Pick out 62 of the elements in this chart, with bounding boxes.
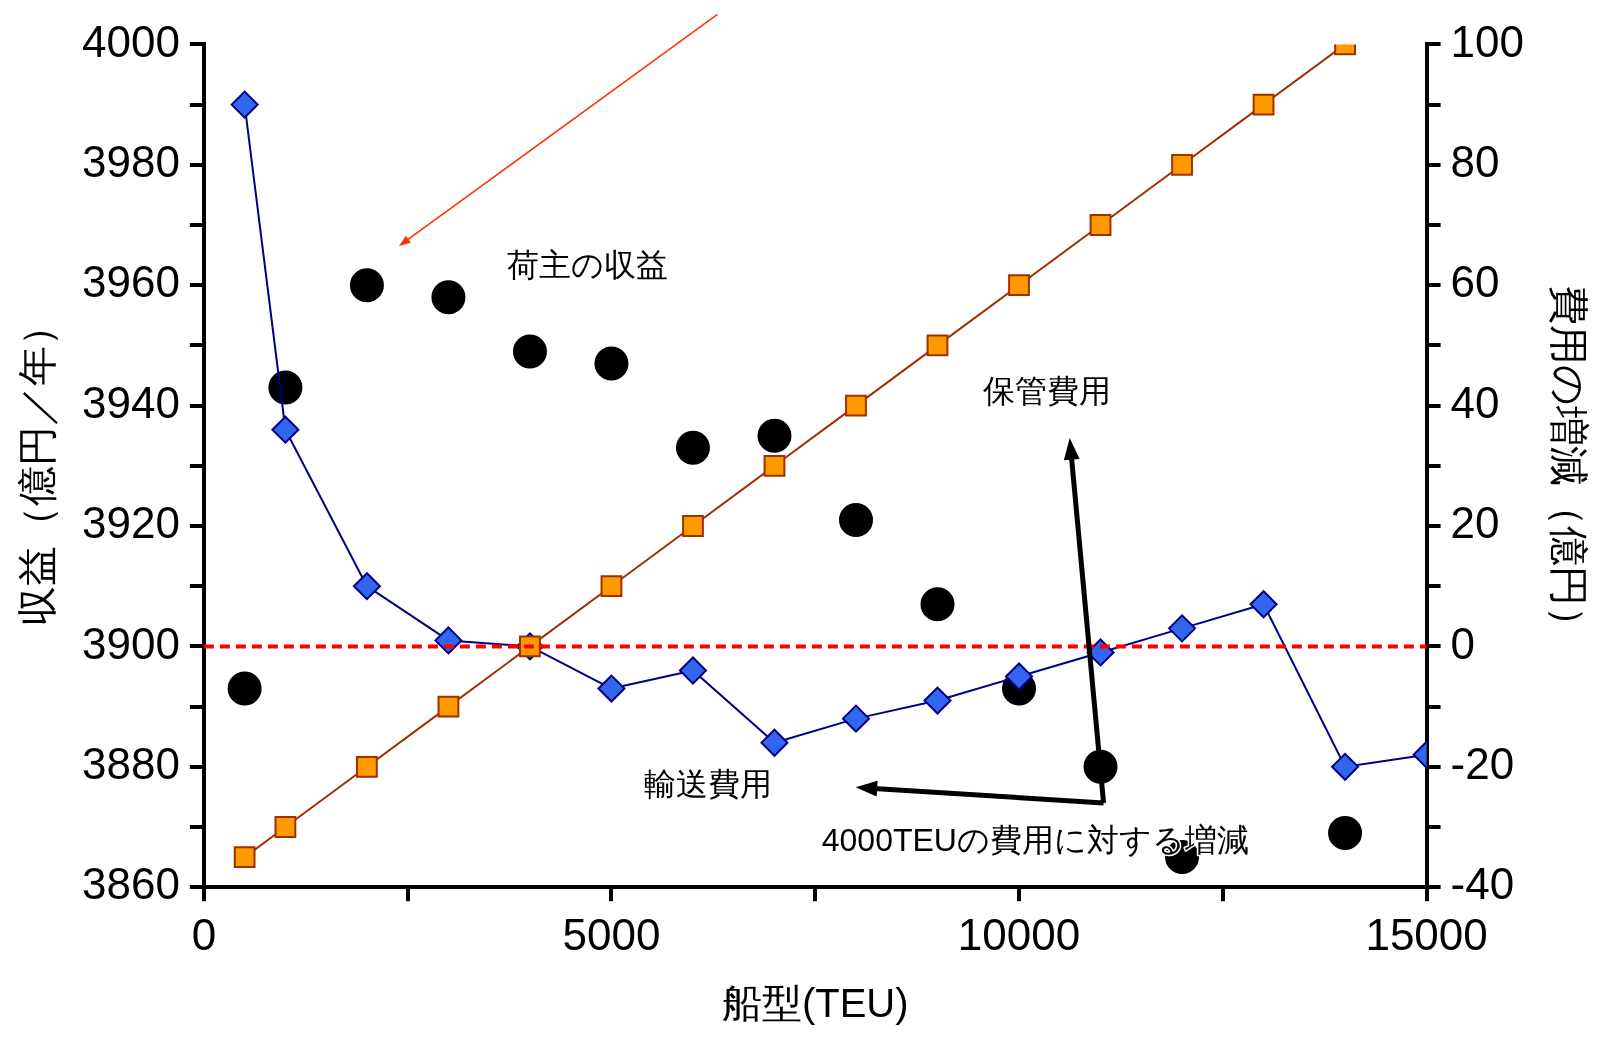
- point: [845, 394, 867, 417]
- y-tick-label: 3920: [81, 498, 180, 548]
- point: [1005, 662, 1034, 691]
- point: [274, 816, 297, 838]
- x-axis-title: 船型(TEU): [721, 981, 909, 1026]
- point: [1168, 614, 1197, 643]
- y2-tick-label: -40: [1450, 859, 1515, 909]
- y2-axis-title: 費用の増減（億円）: [1546, 285, 1591, 647]
- point: [1252, 93, 1275, 116]
- point: [352, 572, 381, 601]
- annotation: 荷主の収益: [507, 246, 669, 283]
- point: [763, 454, 786, 477]
- point: [594, 346, 629, 381]
- point: [920, 587, 955, 622]
- y2-tick-label: 40: [1450, 377, 1500, 427]
- y-axis-title: 収益（億円／年）: [15, 305, 60, 626]
- point: [675, 430, 710, 465]
- point: [233, 846, 256, 868]
- y-tick-label: 3880: [81, 738, 180, 788]
- point: [1249, 590, 1278, 619]
- point: [757, 418, 792, 453]
- y2-tick-label: -20: [1450, 738, 1515, 788]
- y2-tick-label: 80: [1450, 136, 1500, 186]
- annotation: 輸送費用: [643, 765, 772, 802]
- y-tick-label: 4000: [81, 16, 180, 66]
- y-tick-label: 3900: [81, 618, 180, 668]
- point: [1089, 214, 1112, 236]
- point: [512, 334, 547, 369]
- point: [1171, 153, 1193, 176]
- point: [923, 686, 952, 715]
- point: [230, 90, 259, 119]
- point: [271, 415, 300, 444]
- point: [926, 334, 949, 357]
- y2-tick-label: 100: [1450, 16, 1525, 66]
- point: [841, 704, 870, 733]
- x-tick-label: 10000: [957, 909, 1081, 959]
- x-tick-label: 15000: [1365, 909, 1488, 959]
- point: [268, 370, 303, 405]
- y-tick-label: 3980: [81, 136, 180, 186]
- point: [356, 755, 378, 778]
- point: [349, 268, 384, 303]
- x-tick-label: 0: [191, 909, 217, 959]
- y2-tick-label: 60: [1450, 257, 1500, 307]
- annotation: 保管費用: [982, 373, 1111, 410]
- y2-tick-label: 20: [1450, 498, 1500, 548]
- y-tick-label: 3860: [81, 859, 180, 909]
- point: [437, 695, 460, 718]
- y-tick-label: 3960: [81, 257, 180, 307]
- point: [678, 656, 707, 685]
- point: [600, 575, 623, 598]
- point: [1328, 816, 1363, 851]
- point: [227, 671, 262, 706]
- point: [682, 515, 704, 537]
- y2-tick-label: 0: [1450, 618, 1476, 668]
- y-tick-label: 3940: [81, 377, 180, 427]
- x-tick-label: 5000: [562, 909, 661, 959]
- point: [760, 728, 789, 757]
- point: [1008, 274, 1030, 297]
- point: [431, 280, 466, 315]
- point: [838, 502, 873, 537]
- point: [597, 674, 626, 703]
- point: [1331, 752, 1360, 781]
